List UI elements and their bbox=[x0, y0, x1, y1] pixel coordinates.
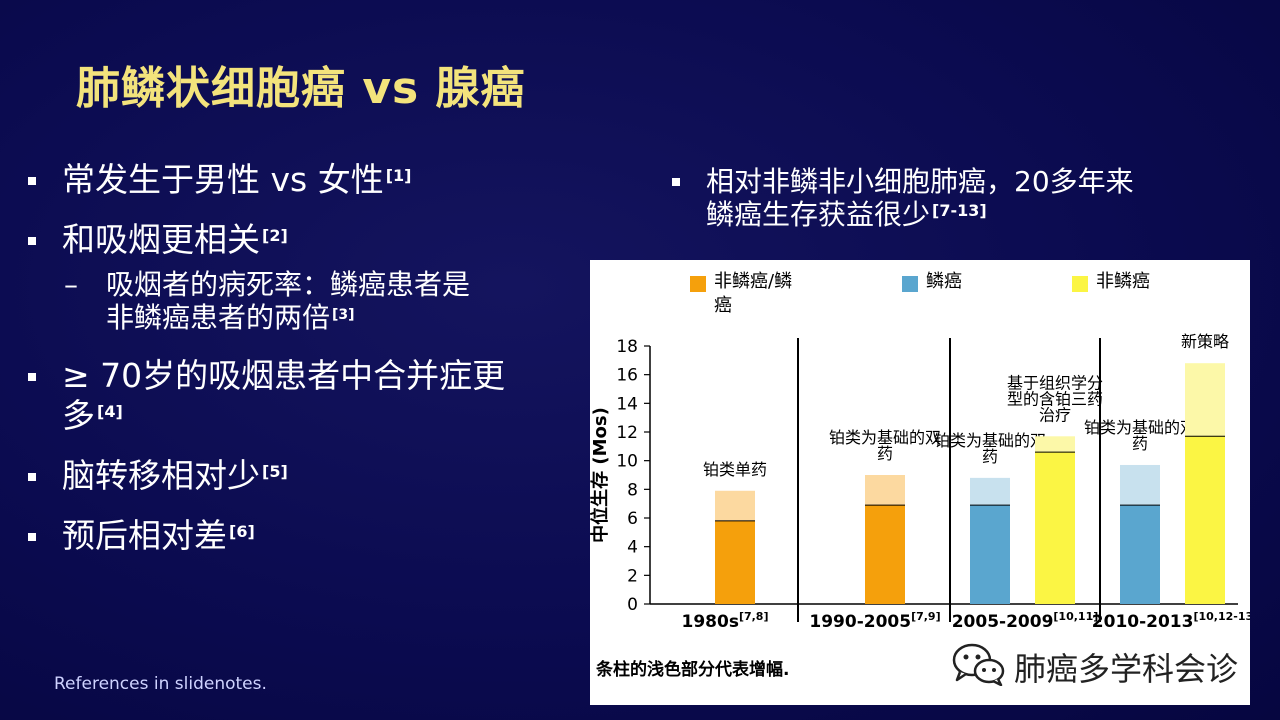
survival-bar-chart: 0 2 4 6 8 10 12 14 16 18 中位生存 (Mos) 铂类单药 1980s[7,8] 铂… bbox=[590, 332, 1250, 632]
y-tick-label: 14 bbox=[616, 394, 638, 414]
sub-bullet-line1: 吸烟者的病死率：鳞癌患者是 bbox=[106, 268, 471, 301]
bar-base bbox=[715, 520, 755, 604]
bullet-ref: [6] bbox=[229, 522, 255, 541]
bar-increment bbox=[715, 490, 755, 521]
y-tick-label: 0 bbox=[627, 595, 638, 615]
watermark-text: 肺癌多学科会诊 bbox=[1014, 650, 1239, 688]
bullet-item: 脑转移相对少 [5] bbox=[26, 456, 566, 496]
left-bullet-list: 常发生于男性 vs 女性 [1] 和吸烟更相关 [2] – 吸烟者的病死率：鳞癌患者… bbox=[26, 160, 566, 576]
right-bullet: 相对非鳞非小细胞肺癌，20多年来 鳞癌生存获益很少 [7-13] bbox=[670, 165, 1280, 231]
bar-increment bbox=[970, 477, 1010, 506]
y-tick-label: 16 bbox=[616, 366, 638, 386]
legend-label: 非鳞癌 bbox=[1096, 271, 1150, 292]
bullet-item: 常发生于男性 vs 女性 [1] bbox=[26, 160, 566, 200]
bullet-ref: [5] bbox=[262, 462, 288, 481]
x-tick-label: 1980s[7,8] bbox=[682, 610, 769, 632]
bar-label: 基于组织学分 bbox=[1007, 373, 1103, 392]
bullet-text: 脑转移相对少 bbox=[62, 456, 260, 495]
bar-increment bbox=[1120, 464, 1160, 506]
bar-base bbox=[970, 505, 1010, 604]
right-bullet-line2: 鳞癌生存获益很少 bbox=[706, 198, 931, 231]
legend-label: 鳞癌 bbox=[926, 271, 962, 292]
y-tick-label: 6 bbox=[627, 509, 638, 529]
bullet-ref: [4] bbox=[97, 402, 123, 421]
references-note: References in slidenotes. bbox=[54, 674, 267, 694]
bar-base bbox=[1120, 505, 1160, 604]
bar-base bbox=[1185, 436, 1225, 604]
bar-label: 药 bbox=[1132, 434, 1148, 453]
bullet-item: 和吸烟更相关 [2] bbox=[26, 220, 566, 260]
bullet-ref: [2] bbox=[262, 226, 288, 245]
bullet-text: 常发生于男性 vs 女性 bbox=[62, 160, 384, 199]
bullet-item: 预后相对差 [6] bbox=[26, 516, 566, 556]
x-tick-label: 1990-2005[7,9] bbox=[809, 610, 940, 632]
bar-base bbox=[865, 505, 905, 604]
bar-label: 铂类为基础的双 bbox=[829, 428, 941, 447]
y-tick-label: 10 bbox=[616, 452, 638, 472]
y-tick-label: 2 bbox=[627, 566, 638, 586]
x-tick-label: 2005-2009[10,11] bbox=[952, 610, 1099, 632]
right-bullet-ref: [7-13] bbox=[932, 201, 987, 220]
bullet-item: ≥ 70岁的吸烟患者中合并症更多 [4] bbox=[26, 356, 532, 436]
slide-title: 肺鳞状细胞癌 vs 腺癌 bbox=[76, 63, 526, 114]
watermark: 肺癌多学科会诊 bbox=[952, 640, 1250, 690]
chart-note: 条柱的浅色部分代表增幅. bbox=[596, 660, 790, 680]
legend-swatch bbox=[902, 276, 918, 292]
y-axis-label: 中位生存 (Mos) bbox=[590, 407, 611, 543]
bar-label: 治疗 bbox=[1039, 405, 1071, 424]
sub-bullet-ref: [3] bbox=[332, 307, 355, 323]
sub-bullet-dash: – bbox=[64, 268, 78, 301]
bullet-text: 预后相对差 bbox=[62, 516, 227, 555]
bar-label: 型的含铂三药 bbox=[1007, 389, 1103, 408]
legend-swatch bbox=[690, 276, 706, 292]
sub-bullet-item: – 吸烟者的病死率：鳞癌患者是 非鳞癌患者的两倍 [3] bbox=[26, 268, 566, 334]
y-tick-label: 4 bbox=[627, 538, 638, 558]
bar-label: 铂类为基础的双 bbox=[1084, 418, 1196, 437]
chart-panel: 非鳞癌/鳞癌 鳞癌 非鳞癌 0 2 4 6 8 10 12 14 16 18 中位生存 (Mos) 铂类单… bbox=[590, 260, 1250, 705]
bullet-ref: [1] bbox=[385, 166, 412, 185]
bar-label: 新策略 bbox=[1181, 332, 1229, 351]
bullet-text: ≥ 70岁的吸烟患者中合并症更多 bbox=[62, 356, 506, 435]
bar-base bbox=[1035, 452, 1075, 604]
x-tick-label: 2010-2013[10,12-13] bbox=[1092, 610, 1250, 632]
y-tick-label: 8 bbox=[627, 480, 638, 500]
bar-increment bbox=[1035, 436, 1075, 453]
bar-label: 铂类为基础的双 bbox=[934, 431, 1046, 450]
right-bullet-line1: 相对非鳞非小细胞肺癌，20多年来 bbox=[706, 165, 1134, 198]
y-tick-label: 12 bbox=[616, 423, 638, 443]
bar-label: 药 bbox=[982, 447, 998, 466]
legend-label: 非鳞癌/鳞癌 bbox=[714, 271, 793, 316]
bar-label: 铂类单药 bbox=[703, 460, 767, 479]
wechat-icon bbox=[952, 643, 1005, 686]
bar-label: 药 bbox=[877, 444, 893, 463]
y-tick-label: 18 bbox=[616, 337, 638, 357]
legend-swatch bbox=[1072, 276, 1088, 292]
bar-increment bbox=[865, 475, 905, 506]
sub-bullet-line2: 非鳞癌患者的两倍 bbox=[106, 301, 331, 334]
bullet-text: 和吸烟更相关 bbox=[62, 220, 260, 259]
bar-increment bbox=[1185, 363, 1225, 437]
